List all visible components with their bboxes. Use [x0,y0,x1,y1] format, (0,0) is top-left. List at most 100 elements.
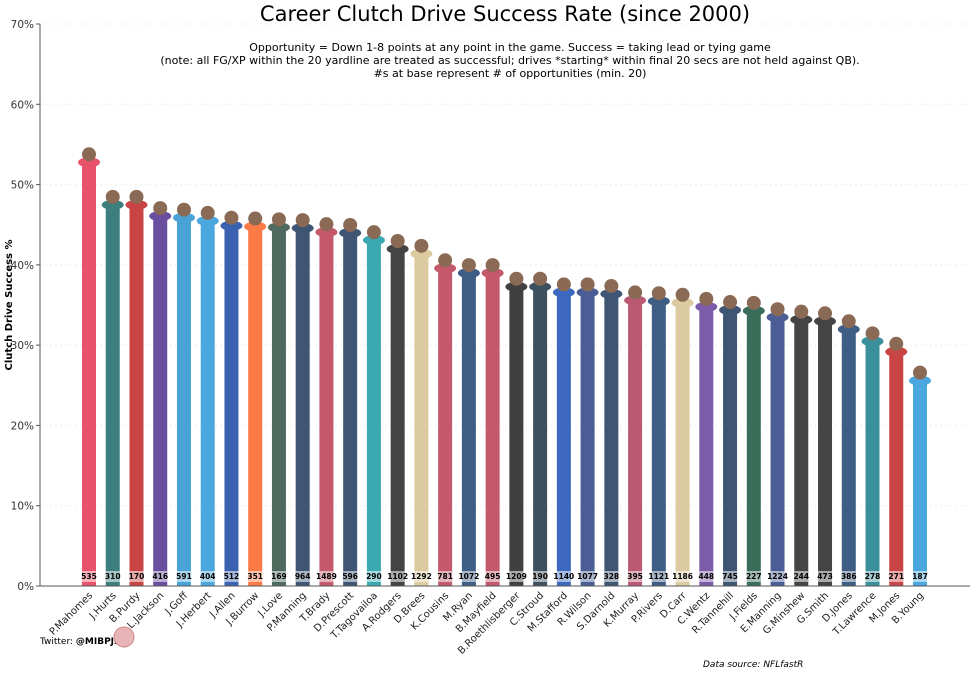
player-jersey-icon [885,346,908,357]
opportunity-count: 1224 [767,572,788,581]
count-background [841,571,856,582]
y-axis-label: Clutch Drive Success % [4,239,15,370]
player-headshot-icon [153,201,168,216]
count-background [628,571,643,582]
bar [723,313,738,586]
bar [818,324,833,586]
bar [366,243,381,586]
player-jersey-icon [719,305,742,316]
player-jersey-icon [125,199,148,210]
player-jersey-icon [529,281,552,292]
bar [770,320,785,586]
bar [438,271,453,586]
count-background [153,571,168,582]
player-jersey-icon [172,212,195,223]
count-background [366,571,381,582]
count-background [319,571,334,582]
opportunity-count: 473 [817,572,833,581]
player-jersey-icon [624,295,647,306]
count-background [509,571,524,582]
player-headshot-icon [675,287,690,302]
count-background [82,571,96,582]
player-jersey-icon [220,220,243,231]
opportunity-count: 1140 [553,572,574,581]
count-background [129,571,144,582]
count-background [651,571,666,582]
opportunity-count: 535 [81,572,97,581]
opportunity-count: 416 [152,572,168,581]
player-jersey-icon [576,287,599,298]
count-background [746,571,761,582]
count-background [461,571,476,582]
player-headshot-icon [366,225,381,240]
player-jersey-icon [101,199,124,210]
count-background [390,571,405,582]
player-jersey-icon [78,157,100,168]
player-jersey-icon [695,301,718,312]
count-background [414,571,429,582]
bar [533,289,548,586]
bar [699,309,714,586]
player-headshot-icon [129,189,144,204]
bar [675,305,690,586]
player-headshot-icon [248,211,263,226]
count-background [580,571,595,582]
player-headshot-icon [794,304,809,319]
bar [319,235,334,586]
y-tick-label: 20% [11,420,34,432]
opportunity-count: 512 [224,572,240,581]
count-background [533,571,548,582]
bar [343,235,358,586]
player-headshot-icon [485,258,500,273]
count-background [770,571,785,582]
player-headshot-icon [913,365,927,380]
y-tick-label: 60% [11,99,34,111]
bar [224,228,239,586]
player-jersey-icon [837,324,860,335]
y-tick-label: 70% [11,19,34,31]
bar [580,295,595,586]
player-jersey-icon [505,281,528,292]
bar [841,332,856,586]
count-background [865,571,880,582]
count-background [604,571,619,582]
player-jersey-icon [149,211,172,222]
opportunity-count: 404 [200,572,216,581]
player-headshot-icon [82,147,96,162]
count-background [889,571,904,582]
player-jersey-icon [909,375,931,386]
bar [82,165,96,586]
opportunity-count: 271 [888,572,904,581]
bars: 535P.Mahomes310J.Hurts170B.Purdy416L.Jac… [48,147,931,657]
opportunity-count: 169 [271,572,287,581]
bar [176,220,191,586]
player-headshot-icon [889,336,904,351]
opportunity-count: 310 [105,572,121,581]
player-jersey-icon [410,248,433,259]
author-avatar [113,626,135,648]
count-background [913,571,927,582]
count-background [818,571,833,582]
bar [913,383,927,586]
player-jersey-icon [742,305,765,316]
player-headshot-icon [746,295,761,310]
player-jersey-icon [600,288,623,299]
player-jersey-icon [386,244,409,255]
player-headshot-icon [556,277,571,292]
player-headshot-icon [319,217,334,232]
opportunity-count: 591 [176,572,192,581]
opportunity-count: 1077 [577,572,598,581]
player-jersey-icon [339,227,362,238]
player-headshot-icon [628,285,643,300]
player-headshot-icon [224,210,239,225]
opportunity-count: 448 [698,572,714,581]
bar [271,230,286,586]
player-jersey-icon [434,263,457,274]
chart-title: Career Clutch Drive Success Rate (since … [260,2,750,26]
opportunity-count: 964 [295,572,311,581]
player-headshot-icon [699,291,714,306]
bar [604,296,619,586]
player-jersey-icon [457,268,480,279]
player-jersey-icon [481,268,504,279]
